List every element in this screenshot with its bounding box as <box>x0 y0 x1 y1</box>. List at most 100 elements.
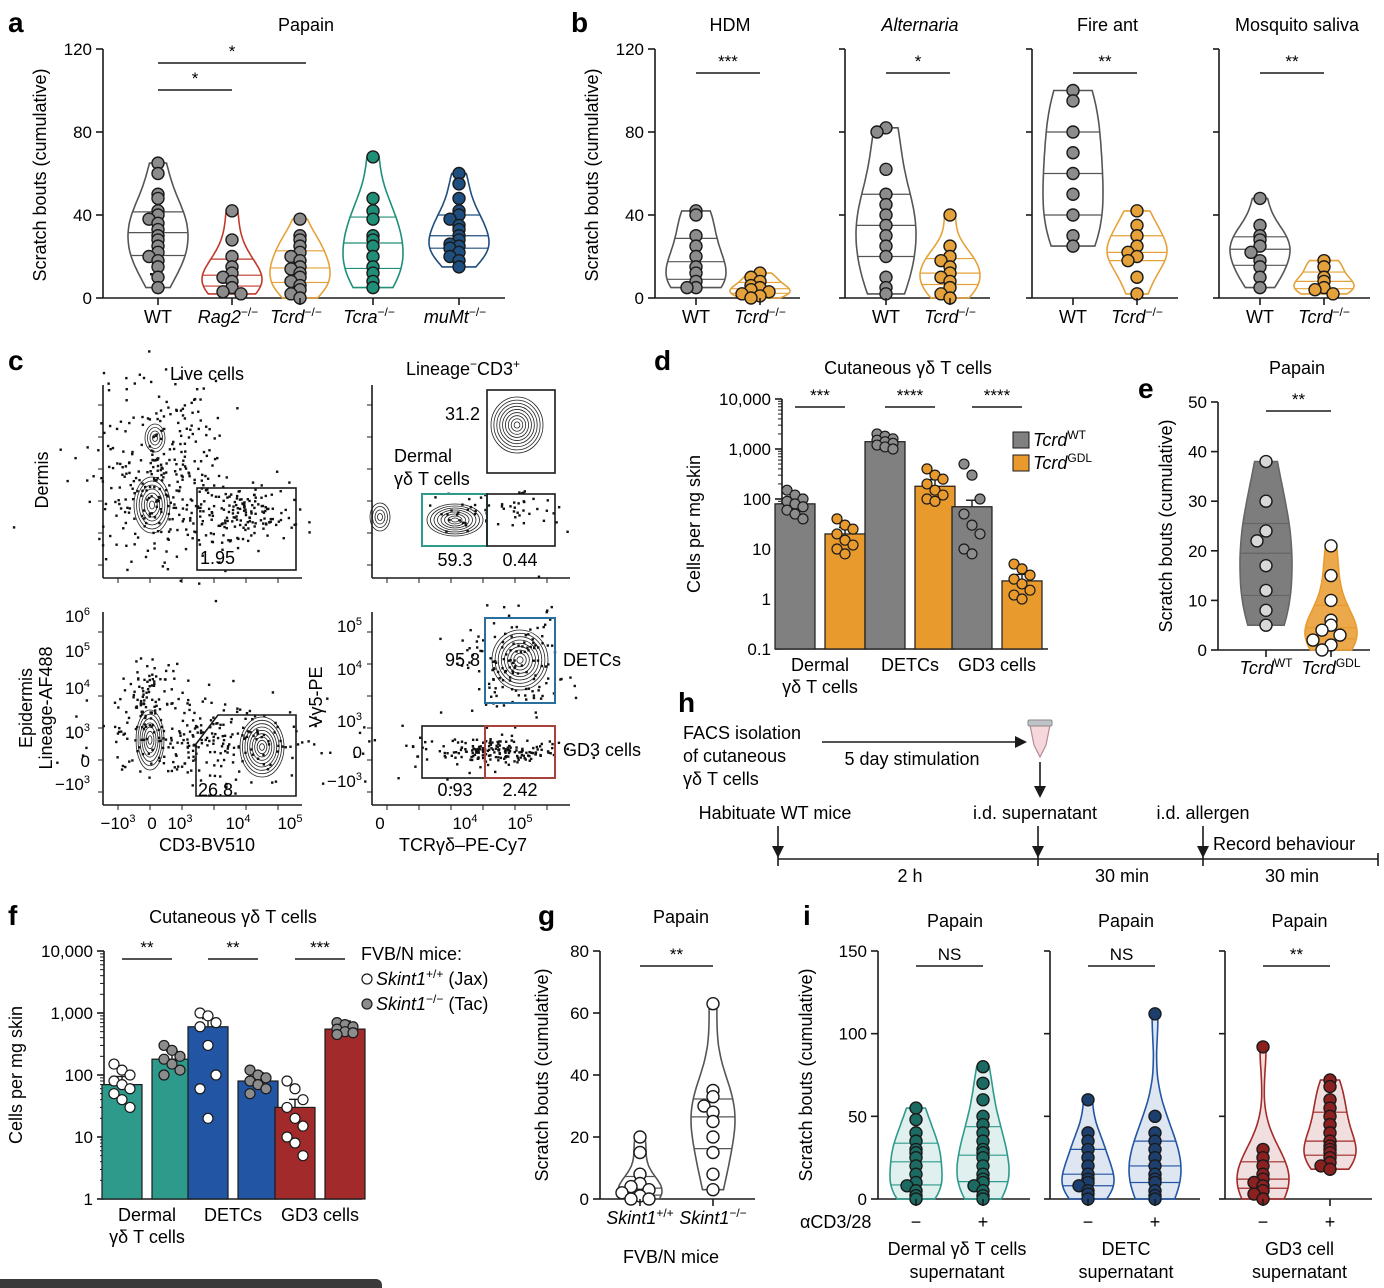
contour-line <box>147 735 153 745</box>
event-dot <box>532 641 535 645</box>
event-dot <box>242 509 246 512</box>
event-dot <box>210 510 214 514</box>
data-point <box>166 1044 178 1056</box>
event-dot <box>501 678 505 682</box>
y-tick-label: 0 <box>83 289 92 308</box>
data-point-muMt <box>443 212 457 226</box>
event-dot <box>141 423 145 427</box>
event-dot <box>321 782 325 785</box>
event-dot <box>497 759 500 762</box>
subplot-title: Papain <box>1098 911 1154 931</box>
event-dot <box>74 456 77 460</box>
event-dot <box>186 533 190 537</box>
event-dot <box>475 751 478 754</box>
event-dot <box>204 474 207 478</box>
event-dot <box>248 709 252 713</box>
y-tick-label: 100 <box>65 1066 93 1085</box>
event-dot <box>136 698 139 702</box>
y-axis-label: Cells per mg skin <box>6 1006 26 1144</box>
data-point-plus <box>1323 1079 1337 1094</box>
event-dot <box>160 530 163 534</box>
event-dot <box>227 539 230 542</box>
event-dot <box>152 531 155 535</box>
axis-tick-label: 106 <box>65 606 90 626</box>
data-point <box>1024 584 1036 596</box>
event-dot <box>253 715 257 718</box>
event-dot <box>140 738 144 742</box>
axis-tick-label: 0 <box>81 752 90 771</box>
event-dot <box>534 644 537 647</box>
x-axis-label: TCRγδ–PE-Cy7 <box>399 835 527 855</box>
event-dot <box>507 755 510 758</box>
y-tick-label: 80 <box>625 123 644 142</box>
event-dot <box>124 430 127 433</box>
event-dot <box>269 520 272 524</box>
event-dot <box>109 534 112 538</box>
data-point <box>158 1053 170 1065</box>
event-dot <box>210 701 213 705</box>
significance-label: ** <box>1285 52 1299 71</box>
event-dot <box>536 507 539 511</box>
contour-line <box>149 500 155 510</box>
data-point-muMt <box>452 191 466 206</box>
y-tick-label: 1 <box>84 1190 93 1209</box>
event-dot <box>156 530 160 533</box>
event-dot <box>481 754 485 757</box>
y-axis-label: Scratch bouts (cumulative) <box>1156 419 1176 632</box>
event-dot <box>151 748 154 751</box>
event-dot <box>159 496 162 500</box>
gate-value: 1.95 <box>200 548 235 568</box>
event-dot <box>158 708 162 711</box>
event-dot <box>182 459 185 462</box>
event-dot <box>172 496 175 499</box>
event-dot <box>133 492 136 495</box>
event-dot <box>329 751 332 754</box>
gate-value: 95.8 <box>445 650 480 670</box>
event-dot <box>195 387 199 391</box>
event-dot <box>517 502 520 505</box>
axis-tick-label: 104 <box>337 659 362 679</box>
event-dot <box>153 459 156 462</box>
gate-value: 0.93 <box>437 780 472 800</box>
event-dot <box>531 638 534 641</box>
event-dot <box>196 505 200 508</box>
event-dot <box>151 698 154 702</box>
event-dot <box>108 465 111 469</box>
event-dot <box>158 487 161 491</box>
timeline-text: i.d. supernatant <box>973 803 1097 823</box>
event-dot <box>115 543 118 546</box>
event-dot <box>205 736 209 740</box>
contour-line <box>444 513 466 527</box>
event-dot <box>241 502 244 505</box>
event-dot <box>508 748 511 751</box>
event-dot <box>509 658 512 662</box>
event-dot <box>214 495 218 498</box>
axis-tick-label: 105 <box>65 641 90 661</box>
event-dot <box>508 744 511 748</box>
event-dot <box>282 536 285 540</box>
event-dot <box>119 462 122 466</box>
event-dot <box>473 747 476 751</box>
event-dot <box>521 645 524 648</box>
event-dot <box>177 421 180 425</box>
data-point-WT <box>1066 94 1080 108</box>
data-point-plus <box>1148 1109 1162 1124</box>
data-point <box>108 1088 120 1100</box>
event-dot <box>510 734 514 738</box>
contour-line <box>516 656 524 664</box>
event-dot <box>522 491 525 494</box>
event-dot <box>241 760 244 763</box>
gate-name: Dermal <box>394 446 452 466</box>
event-dot <box>493 770 497 774</box>
timeline-text: Habituate WT mice <box>699 803 852 823</box>
event-dot <box>226 751 229 754</box>
data-point-Rag2 <box>225 204 239 218</box>
event-dot <box>160 473 163 477</box>
event-dot <box>173 677 176 680</box>
event-dot <box>140 443 143 447</box>
event-dot <box>75 715 78 718</box>
event-dot <box>519 756 522 759</box>
event-dot <box>152 435 155 439</box>
event-dot <box>249 731 252 734</box>
